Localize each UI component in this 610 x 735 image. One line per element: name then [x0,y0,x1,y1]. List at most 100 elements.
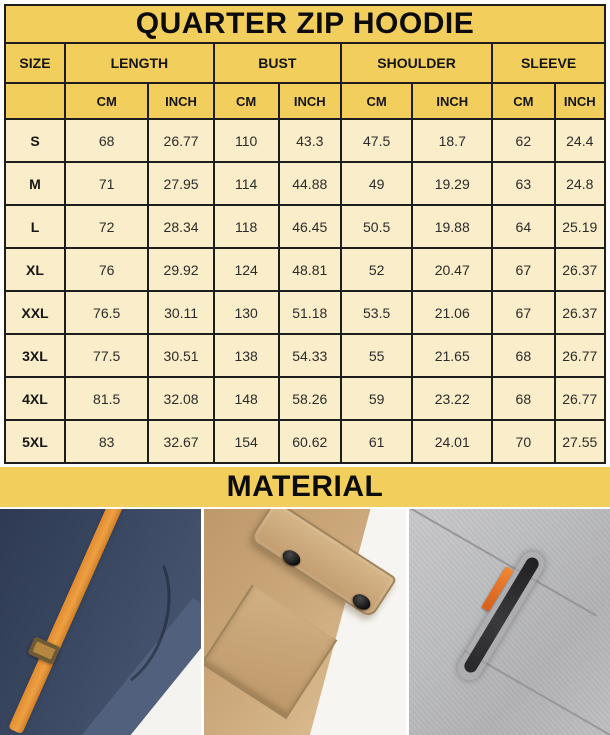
measurement-cell: 81.5 [63,376,150,421]
column-header-shoulder: SHOULDER [339,42,494,84]
measurement-cell: 64 [491,204,556,249]
measurement-cell: 55 [339,333,414,378]
measurement-cell: 25.19 [553,204,607,249]
size-cell: XXL [4,290,66,335]
measurement-cell: 148 [212,376,280,421]
measurement-cell: 27.55 [553,419,607,464]
size-cell: XL [4,247,66,292]
unit-header: CM [339,82,414,120]
measurement-cell: 24.01 [411,419,494,464]
measurement-cell: 52 [339,247,414,292]
measurement-cell: 24.4 [553,118,607,163]
corner-cell [4,82,66,120]
measurement-cell: 76.5 [63,290,150,335]
measurement-cell: 138 [212,333,280,378]
measurement-cell: 154 [212,419,280,464]
unit-header: INCH [411,82,494,120]
column-header-size: SIZE [4,42,66,84]
measurement-cell: 19.88 [411,204,494,249]
size-cell: 5XL [4,419,66,464]
measurement-cell: 24.8 [553,161,607,206]
unit-header: INCH [277,82,342,120]
size-cell: 3XL [4,333,66,378]
measurement-cell: 23.22 [411,376,494,421]
measurement-cell: 76 [63,247,150,292]
measurement-cell: 118 [212,204,280,249]
unit-header: CM [212,82,280,120]
table-row: 3XL 77.5 30.51 138 54.33 55 21.65 68 26.… [4,333,607,378]
measurement-cell: 58.26 [277,376,342,421]
measurement-cell: 29.92 [147,247,215,292]
measurement-cell: 26.77 [147,118,215,163]
size-cell: M [4,161,66,206]
material-heading: MATERIAL [0,467,610,507]
size-cell: L [4,204,66,249]
size-cell: 4XL [4,376,66,421]
measurement-cell: 70 [491,419,556,464]
table-row: 4XL 81.5 32.08 148 58.26 59 23.22 68 26.… [4,376,607,421]
measurement-cell: 54.33 [277,333,342,378]
size-cell: S [4,118,66,163]
table-row: S 68 26.77 110 43.3 47.5 18.7 62 24.4 [4,118,607,163]
measurement-cell: 43.3 [277,118,342,163]
unit-header: CM [63,82,150,120]
measurement-cell: 48.81 [277,247,342,292]
measurement-cell: 19.29 [411,161,494,206]
measurement-cell: 51.18 [277,290,342,335]
measurement-cell: 26.77 [553,333,607,378]
measurement-cell: 32.67 [147,419,215,464]
measurement-cell: 20.47 [411,247,494,292]
measurement-cell: 30.11 [147,290,215,335]
material-photo-khaki-pocket [204,509,406,735]
unit-header: INCH [553,82,607,120]
measurement-cell: 110 [212,118,280,163]
unit-header: CM [491,82,556,120]
table-row: XXL 76.5 30.11 130 51.18 53.5 21.06 67 2… [4,290,607,335]
material-photos [0,509,610,735]
unit-header: INCH [147,82,215,120]
measurement-cell: 21.65 [411,333,494,378]
measurement-cell: 27.95 [147,161,215,206]
table-row: 5XL 83 32.67 154 60.62 61 24.01 70 27.55 [4,419,607,464]
measurement-cell: 71 [63,161,150,206]
measurement-cell: 68 [63,118,150,163]
measurement-cell: 32.08 [147,376,215,421]
measurement-cell: 28.34 [147,204,215,249]
measurement-cell: 130 [212,290,280,335]
table-row: M 71 27.95 114 44.88 49 19.29 63 24.8 [4,161,607,206]
table-row: L 72 28.34 118 46.45 50.5 19.88 64 25.19 [4,204,607,249]
column-header-sleeve: SLEEVE [491,42,606,84]
measurement-cell: 63 [491,161,556,206]
measurement-cell: 50.5 [339,204,414,249]
measurement-cell: 49 [339,161,414,206]
measurement-cell: 26.37 [553,290,607,335]
measurement-cell: 46.45 [277,204,342,249]
measurement-cell: 61 [339,419,414,464]
measurement-cell: 67 [491,247,556,292]
table-row: XL 76 29.92 124 48.81 52 20.47 67 26.37 [4,247,607,292]
measurement-cell: 67 [491,290,556,335]
measurement-cell: 124 [212,247,280,292]
measurement-cell: 83 [63,419,150,464]
material-photo-grey-zipper [408,509,610,735]
measurement-cell: 68 [491,376,556,421]
material-photo-navy-drawstring [0,509,202,735]
measurement-cell: 44.88 [277,161,342,206]
column-header-length: LENGTH [63,42,215,84]
patch-pocket [204,584,338,720]
size-chart-table: QUARTER ZIP HOODIE SIZE LENGTH BUST SHOU… [4,4,607,464]
measurement-cell: 72 [63,204,150,249]
measurement-cell: 47.5 [339,118,414,163]
measurement-cell: 77.5 [63,333,150,378]
measurement-cell: 26.77 [553,376,607,421]
measurement-cell: 30.51 [147,333,215,378]
measurement-cell: 60.62 [277,419,342,464]
measurement-cell: 53.5 [339,290,414,335]
measurement-cell: 18.7 [411,118,494,163]
measurement-cell: 114 [212,161,280,206]
measurement-cell: 59 [339,376,414,421]
measurement-cell: 68 [491,333,556,378]
measurement-cell: 21.06 [411,290,494,335]
page-title: QUARTER ZIP HOODIE [4,4,606,44]
